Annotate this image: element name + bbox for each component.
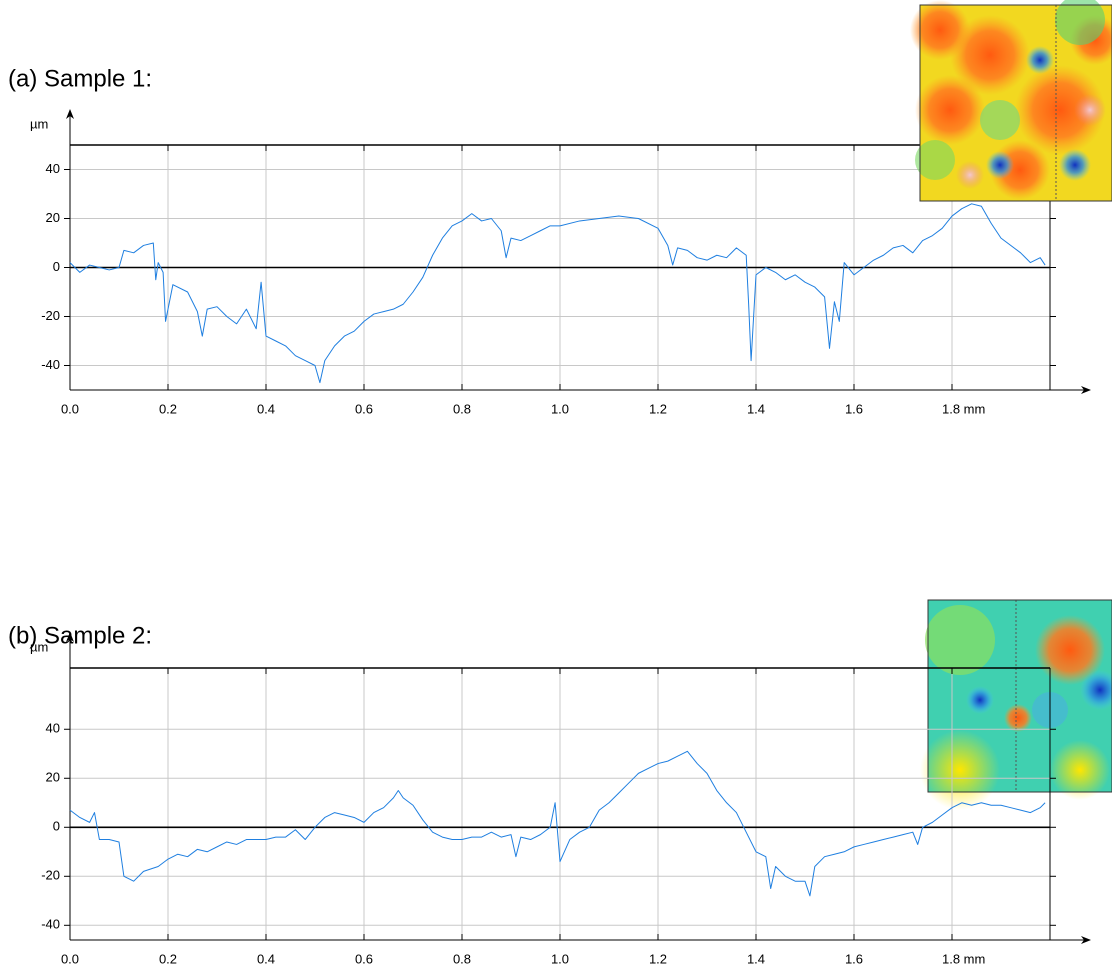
y-axis-label: µm (30, 639, 48, 654)
x-tick-label: 0.0 (61, 401, 79, 416)
x-tick-label: 0.4 (257, 951, 275, 966)
chart-title: (a) Sample 1: (8, 65, 152, 92)
x-tick-label: 0.2 (159, 951, 177, 966)
y-tick-label: 20 (46, 210, 60, 225)
profile-line (69, 750, 1046, 897)
y-tick-label: -40 (41, 917, 60, 932)
inset-map (910, 0, 1112, 202)
x-tick-label: 0.4 (257, 401, 275, 416)
y-tick-label: 20 (46, 770, 60, 785)
x-tick-label: 1.8 mm (942, 951, 985, 966)
profile-line (69, 203, 1046, 384)
y-tick-label: -20 (41, 868, 60, 883)
x-tick-label: 1.2 (649, 951, 667, 966)
x-tick-label: 1.8 mm (942, 401, 985, 416)
x-tick-label: 1.0 (551, 401, 569, 416)
y-axis-label: µm (30, 116, 48, 131)
y-tick-label: -20 (41, 308, 60, 323)
y-tick-label: 40 (46, 721, 60, 736)
y-tick-label: 0 (53, 259, 60, 274)
y-tick-label: -40 (41, 357, 60, 372)
x-tick-label: 0.6 (355, 951, 373, 966)
inset-map (920, 599, 1112, 810)
y-tick-label: 40 (46, 161, 60, 176)
y-tick-label: 0 (53, 819, 60, 834)
x-tick-label: 0.0 (61, 951, 79, 966)
x-tick-label: 1.6 (845, 401, 863, 416)
x-tick-label: 1.4 (747, 401, 765, 416)
x-tick-label: 1.4 (747, 951, 765, 966)
x-tick-label: 1.0 (551, 951, 569, 966)
chart-title: (b) Sample 2: (8, 622, 152, 649)
x-tick-label: 0.8 (453, 401, 471, 416)
x-tick-label: 0.2 (159, 401, 177, 416)
x-tick-label: 0.6 (355, 401, 373, 416)
x-tick-label: 1.2 (649, 401, 667, 416)
x-tick-label: 0.8 (453, 951, 471, 966)
x-tick-label: 1.6 (845, 951, 863, 966)
